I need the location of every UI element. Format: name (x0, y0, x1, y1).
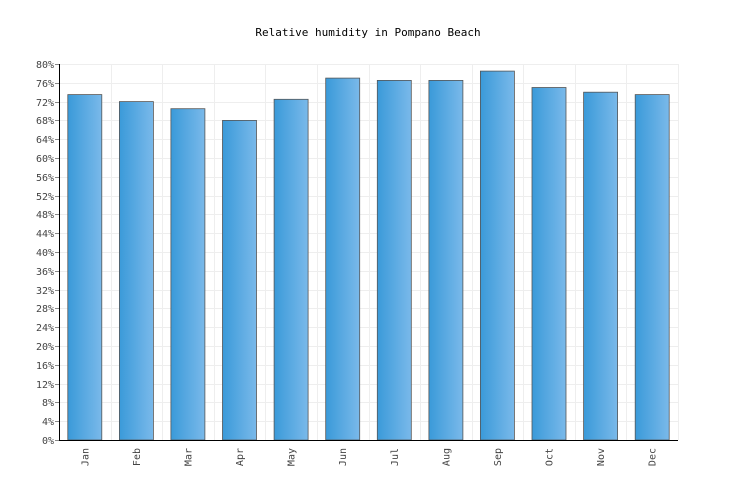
y-tick-label: 68% (36, 116, 54, 127)
y-tick-label: 16% (36, 361, 54, 372)
bar-jul (376, 80, 412, 441)
bar-sep (479, 70, 515, 441)
bars (67, 70, 670, 441)
bar-mar (170, 108, 206, 441)
bar-oct (531, 87, 567, 441)
x-tick-label-oct: Oct (545, 448, 556, 466)
x-tick-label-jul: Jul (390, 448, 401, 466)
x-tick-label-feb: Feb (132, 448, 143, 466)
y-tick-label: 20% (36, 342, 54, 353)
bar-jun (325, 77, 361, 441)
y-tick-label: 48% (36, 210, 54, 221)
y-tick-label: 32% (36, 286, 54, 297)
bar-apr (222, 120, 257, 441)
grid-lines (59, 64, 679, 441)
y-tick-label: 40% (36, 248, 54, 259)
y-tick-label: 8% (42, 398, 54, 409)
x-tick-label-apr: Apr (235, 448, 246, 466)
y-tick-label: 12% (36, 380, 54, 391)
bar-aug (428, 80, 464, 441)
x-tick-label-jun: Jun (338, 448, 349, 466)
bar-nov (583, 91, 618, 441)
y-tick-label: 72% (36, 98, 54, 109)
x-tick-label-aug: Aug (441, 448, 452, 466)
y-tick-label: 28% (36, 304, 54, 315)
bar-may (273, 98, 309, 441)
y-tick-label: 0% (42, 436, 54, 447)
y-tick-label: 64% (36, 135, 54, 146)
y-tick-label: 80% (36, 60, 54, 71)
x-tick-label-may: May (287, 448, 298, 466)
x-tick-label-mar: Mar (183, 448, 194, 466)
y-tick-label: 76% (36, 79, 54, 90)
y-tick-label: 24% (36, 323, 54, 334)
bar-dec (634, 94, 670, 441)
y-tick-label: 4% (42, 417, 54, 428)
y-tick-label: 52% (36, 192, 54, 203)
axes (55, 64, 678, 441)
bar-feb (119, 101, 154, 441)
x-tick-label-nov: Nov (596, 448, 607, 466)
y-tick-label: 60% (36, 154, 54, 165)
y-tick-label: 56% (36, 173, 54, 184)
y-tick-label: 36% (36, 267, 54, 278)
chart-title: Relative humidity in Pompano Beach (255, 26, 481, 39)
x-tick-label-jan: Jan (80, 448, 91, 466)
bar-jan (67, 94, 103, 441)
x-tick-label-sep: Sep (493, 448, 504, 466)
x-tick-labels: Jan Feb Mar Apr May Jun Jul Aug Sep Oct Nov Dec (80, 448, 658, 466)
x-tick-label-dec: Dec (648, 448, 659, 466)
y-tick-labels: 0% 4% 8% 12% 16% 20% 24% 28% 32% 36% 40% 44% 48% 52% 5… (36, 60, 54, 447)
y-tick-label: 44% (36, 229, 54, 240)
